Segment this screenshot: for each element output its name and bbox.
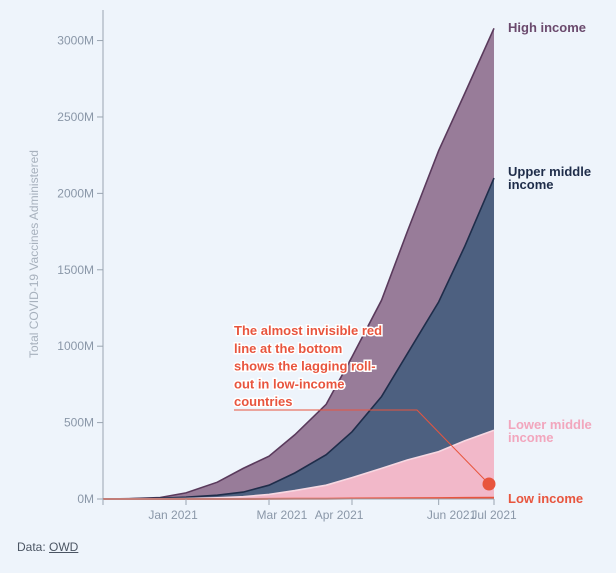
y-axis: 0M 500M 1000M 1500M 2000M 2500M 3000M <box>57 10 104 506</box>
y-tick-label: 0M <box>77 492 94 506</box>
y-tick-label: 2000M <box>57 186 94 200</box>
x-tick-label: Apr 2021 <box>315 508 364 522</box>
source-link[interactable]: OWD <box>49 540 79 554</box>
x-tick-label: Jul 2021 <box>471 508 517 522</box>
label-high-income: High income <box>508 20 586 35</box>
label-lower-middle-income: Lower middle <box>508 417 592 432</box>
area-lower-middle-income <box>103 430 494 499</box>
x-tick-label: Jun 2021 <box>427 508 477 522</box>
line-upper-middle-income <box>102 177 495 500</box>
label-low-income: Low income <box>508 491 583 506</box>
annotation-text: out in low-income <box>234 376 345 391</box>
annotation-leader <box>234 409 487 482</box>
y-tick-label: 500M <box>64 416 94 430</box>
label-upper-middle-income: income <box>508 177 554 192</box>
annotation-text: shows the lagging roll- <box>234 359 376 374</box>
annotation-text: The almost invisible red <box>234 323 382 338</box>
y-axis-title: Total COVID-19 Vaccines Administered <box>27 150 41 358</box>
x-tick-label: Mar 2021 <box>257 508 308 522</box>
source-prefix: Data: <box>17 540 50 554</box>
annotation-text: line at the bottom <box>234 341 342 356</box>
data-source: Data: OWD <box>17 540 78 554</box>
y-tick-label: 1000M <box>57 339 94 353</box>
label-upper-middle-income: Upper middle <box>508 164 591 179</box>
x-tick-label: Jan 2021 <box>148 508 198 522</box>
annotation: The almost invisible red line at the bott… <box>233 322 496 491</box>
annotation-text: countries <box>234 394 293 409</box>
annotation-marker <box>482 477 496 491</box>
y-tick-label: 2500M <box>57 110 94 124</box>
y-tick-label: 3000M <box>57 34 94 48</box>
label-lower-middle-income: income <box>508 430 554 445</box>
y-tick-label: 1500M <box>57 263 94 277</box>
area-upper-middle-income <box>103 178 494 499</box>
line-high-income <box>102 27 495 500</box>
